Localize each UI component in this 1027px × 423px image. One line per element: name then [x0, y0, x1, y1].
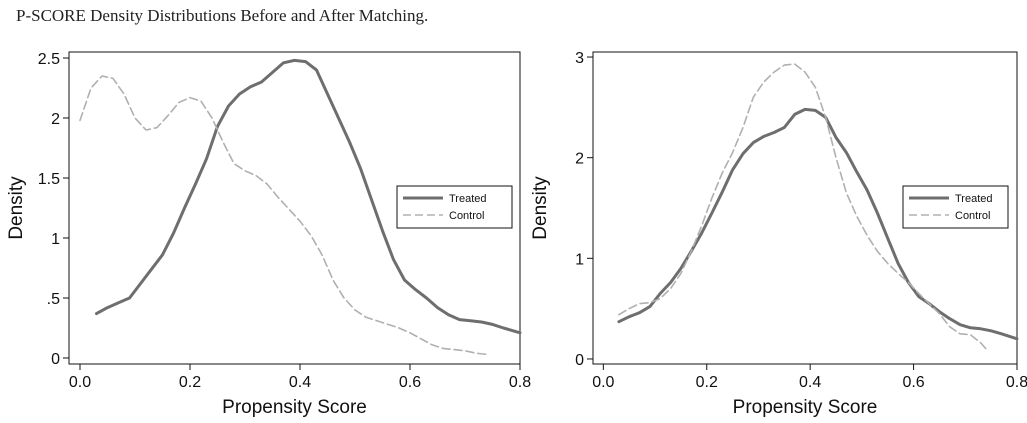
x-tick-label: 0.0	[592, 374, 614, 391]
x-tick-label: 0.0	[69, 374, 91, 391]
series-line-treated	[617, 107, 1019, 341]
x-tick-label: 0.8	[509, 374, 531, 391]
x-tick-label: 0.8	[1006, 374, 1027, 391]
chart-panel-1: 0 .5 1 1.5 2 2.5 0.0 0.2 0.4 0.6 0.8 Propensity Sco…	[6, 51, 531, 418]
figure-caption: P-SCORE Density Distributions Before and…	[16, 6, 429, 25]
y-tick-label: 0	[575, 352, 584, 369]
y-tick-label: 1	[51, 231, 60, 248]
legend-label-treated: Treated	[449, 193, 487, 205]
legend-label-control: Control	[449, 210, 484, 222]
y-axis-label: Density	[6, 176, 27, 240]
legend: Treated Control	[396, 185, 513, 229]
x-axis-label: Propensity Score	[733, 397, 878, 418]
legend-box	[396, 185, 513, 229]
series-line-control	[618, 63, 987, 350]
x-tick-label: 0.6	[399, 374, 421, 391]
legend-box	[902, 185, 1009, 229]
series-line-treated	[95, 58, 522, 335]
y-tick-label: 0	[51, 351, 60, 368]
y-tick-label: 2	[51, 111, 60, 128]
y-tick-label: 3	[575, 50, 584, 67]
plot-frame	[68, 51, 521, 365]
y-tick-label: 2	[575, 151, 584, 168]
legend-label-treated: Treated	[955, 193, 993, 205]
x-tick-label: 0.6	[902, 374, 924, 391]
series-line-control	[79, 75, 488, 356]
x-axis-label: Propensity Score	[222, 397, 367, 418]
x-tick-label: 0.2	[696, 374, 718, 391]
legend: Treated Control	[902, 185, 1009, 229]
y-tick-label: .5	[47, 291, 60, 308]
x-tick-label: 0.4	[289, 374, 311, 391]
chart-panel-2: 0 1 2 3 0.0 0.2 0.4 0.6 0.8 Propensity Score Densi…	[530, 50, 1027, 418]
legend-label-control: Control	[955, 210, 990, 222]
x-tick-label: 0.4	[799, 374, 821, 391]
x-tick-label: 0.2	[179, 374, 201, 391]
y-tick-label: 2.5	[38, 51, 60, 68]
y-axis-label: Density	[530, 176, 551, 240]
y-tick-label: 1	[575, 251, 584, 268]
plot-frame	[592, 51, 1018, 365]
y-tick-label: 1.5	[38, 171, 60, 188]
